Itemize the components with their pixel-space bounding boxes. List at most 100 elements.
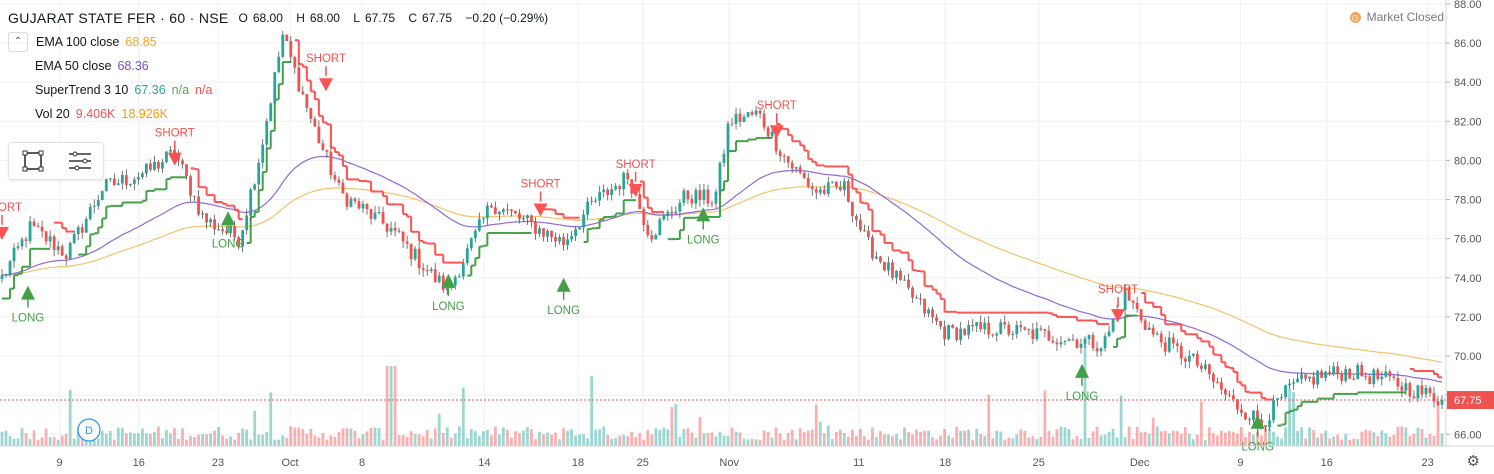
candle-body — [293, 57, 297, 68]
gear-icon[interactable]: ⚙ — [1466, 453, 1480, 470]
candle-body — [1432, 393, 1436, 402]
volume-bar — [1171, 430, 1175, 446]
candle-body — [662, 215, 666, 220]
candle — [1408, 381, 1412, 403]
candle-body — [678, 202, 682, 212]
candle-body — [36, 225, 40, 227]
long-label: LONG — [432, 301, 465, 313]
candle-body — [245, 215, 249, 231]
candle — [88, 203, 92, 221]
volume-bar — [614, 438, 618, 446]
candle-body — [915, 297, 918, 299]
candle-body — [786, 156, 790, 163]
candle-body — [1039, 328, 1043, 330]
candle-body — [875, 256, 878, 259]
candle — [622, 171, 626, 196]
short-signal: SHORT — [155, 128, 195, 166]
volume-bar — [742, 438, 746, 446]
volume-bar — [602, 426, 606, 446]
candle-body — [943, 326, 947, 340]
candle-body — [983, 322, 987, 330]
candle-body — [421, 268, 425, 271]
candle — [1428, 386, 1432, 397]
volume-bar — [1091, 431, 1095, 446]
volume-bar — [305, 433, 309, 446]
candle-body — [0, 275, 4, 279]
volume-bar — [269, 392, 273, 446]
candle — [546, 229, 549, 243]
candle-body — [285, 34, 289, 42]
candle — [333, 171, 337, 183]
candle — [1268, 413, 1271, 431]
candle — [4, 273, 8, 278]
candle — [1248, 417, 1251, 425]
candle-body — [12, 247, 16, 262]
candle — [305, 94, 309, 113]
candle — [666, 210, 670, 221]
candle-body — [951, 325, 955, 328]
candle — [550, 230, 553, 242]
collapse-chevron-icon[interactable]: ⌃ — [8, 32, 28, 52]
candle-body — [369, 208, 373, 219]
candle — [1368, 373, 1372, 385]
settings-lines-icon[interactable] — [66, 147, 94, 175]
candle — [1288, 379, 1291, 390]
candle — [1211, 371, 1215, 389]
market-status[interactable]: ◷ Market Closed — [1349, 10, 1444, 24]
volume-bar — [1019, 429, 1023, 446]
candle-body — [518, 213, 521, 219]
candle — [919, 293, 922, 305]
indicator-ema100[interactable]: ⌃ EMA 100 close 68.85 — [8, 30, 553, 54]
candle-body — [1316, 371, 1320, 385]
candle-body — [614, 186, 618, 190]
candle-body — [891, 262, 894, 278]
volume-bar — [1396, 426, 1400, 446]
indicator-supertrend[interactable]: SuperTrend 3 10 67.36 n/a n/a — [35, 83, 213, 97]
volume-bar — [485, 429, 489, 446]
candle — [1304, 374, 1308, 382]
volume-bar — [153, 432, 156, 446]
candle — [854, 213, 858, 227]
candle-body — [120, 175, 124, 184]
candle — [1292, 378, 1295, 390]
candle — [28, 216, 32, 244]
rectangle-select-icon[interactable] — [19, 147, 47, 175]
volume-bar — [1219, 430, 1223, 446]
candle — [526, 214, 529, 225]
volume-bar — [895, 433, 898, 446]
volume-bar — [883, 434, 886, 446]
candle-body — [610, 189, 614, 195]
volume-bar — [658, 429, 662, 446]
candle — [598, 185, 602, 206]
volume-bar — [225, 438, 229, 446]
volume-bar — [862, 436, 866, 446]
y-tick-label: 82.00 — [1454, 116, 1482, 128]
candle-body — [1019, 325, 1023, 328]
indicator-ema50[interactable]: EMA 50 close 68.36 — [35, 59, 149, 73]
candle-body — [40, 226, 44, 232]
candle-body — [497, 211, 501, 215]
volume-bar — [1183, 427, 1187, 446]
candle-body — [261, 144, 265, 163]
volume-bar — [702, 433, 706, 446]
volume-bar — [967, 429, 971, 446]
candle-body — [377, 211, 381, 213]
volume-bar — [510, 437, 513, 446]
candle — [730, 117, 734, 127]
candle-body — [1207, 364, 1211, 374]
volume-bar — [975, 428, 979, 446]
candle — [979, 315, 983, 333]
candle-body — [903, 279, 906, 281]
candle-body — [774, 131, 778, 152]
volume-bar — [421, 436, 425, 446]
indicator-volume[interactable]: Vol 20 9.406K 18.926K — [35, 107, 168, 121]
candle-body — [225, 231, 229, 234]
volume-bar — [1067, 429, 1071, 446]
candle — [614, 183, 618, 191]
volume-bar — [1312, 430, 1316, 446]
volume-bar — [963, 430, 967, 446]
candle — [309, 107, 313, 124]
candle-body — [313, 118, 317, 127]
symbol-title[interactable]: GUJARAT STATE FER · 60 · NSE — [8, 10, 229, 26]
